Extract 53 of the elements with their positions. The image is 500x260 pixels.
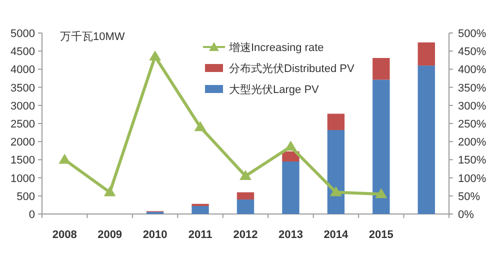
x-tick-label: 2009 <box>98 229 122 241</box>
point <box>194 121 206 132</box>
y-tick-label: 4500 <box>10 46 35 58</box>
y-tick-label: 1500 <box>10 154 35 167</box>
bar <box>372 80 390 214</box>
y-tick-label: 1000 <box>10 172 35 185</box>
point <box>149 50 162 61</box>
point <box>284 140 297 151</box>
x-tick-label: 2010 <box>142 229 168 241</box>
y-axis-title: 万千瓦10MW <box>60 30 126 43</box>
x-tick-label: 2011 <box>188 229 212 241</box>
y-tick-label: 0 <box>28 209 35 221</box>
bar <box>418 42 435 66</box>
point <box>240 170 252 180</box>
x-tick-label: 2014 <box>324 229 350 241</box>
bar <box>372 58 390 80</box>
y-tick-label: 2000 <box>10 136 35 149</box>
y2-tick-label: 50% <box>458 190 480 203</box>
bar <box>327 114 345 130</box>
y2-tick-label: 150% <box>458 154 486 167</box>
point <box>104 186 116 196</box>
bar <box>236 200 254 214</box>
bar <box>192 206 209 214</box>
bar <box>418 66 435 214</box>
y-tick-label: 4000 <box>10 64 35 76</box>
point <box>58 154 71 164</box>
y-tick-label: 3000 <box>10 100 35 112</box>
bar <box>192 204 209 206</box>
y2-tick-label: 100% <box>458 172 486 185</box>
y2-tick-label: 200% <box>458 136 486 149</box>
x-tick-label: 2015 <box>368 229 394 241</box>
point <box>330 186 342 196</box>
x-tick-label: 2012 <box>233 229 258 241</box>
legend-label: 分布式光伏Distributed PV <box>229 62 355 75</box>
y2-tick-label: 350% <box>458 82 486 94</box>
y-tick-label: 2500 <box>10 118 35 130</box>
y2-tick-label: 300% <box>458 100 486 112</box>
bar <box>327 130 345 214</box>
x-tick-label: 2008 <box>52 229 77 241</box>
y2-tick-label: 500% <box>458 28 486 40</box>
bar <box>282 162 300 214</box>
y2-tick-label: 450% <box>458 46 486 58</box>
y-tick-label: 5000 <box>10 28 35 40</box>
y-tick-label: 3500 <box>10 82 35 94</box>
y-tick-label: 500 <box>16 190 35 203</box>
x-tick-label: 2013 <box>278 229 303 241</box>
y2-tick-label: 250% <box>458 118 486 130</box>
legend-label: 增速Increasing rate <box>228 41 324 54</box>
y2-tick-label: 0% <box>458 209 474 221</box>
y2-tick-label: 400% <box>458 64 486 76</box>
point <box>375 188 388 198</box>
legend-label: 大型光伏Large PV <box>229 83 320 96</box>
bar <box>236 192 254 200</box>
